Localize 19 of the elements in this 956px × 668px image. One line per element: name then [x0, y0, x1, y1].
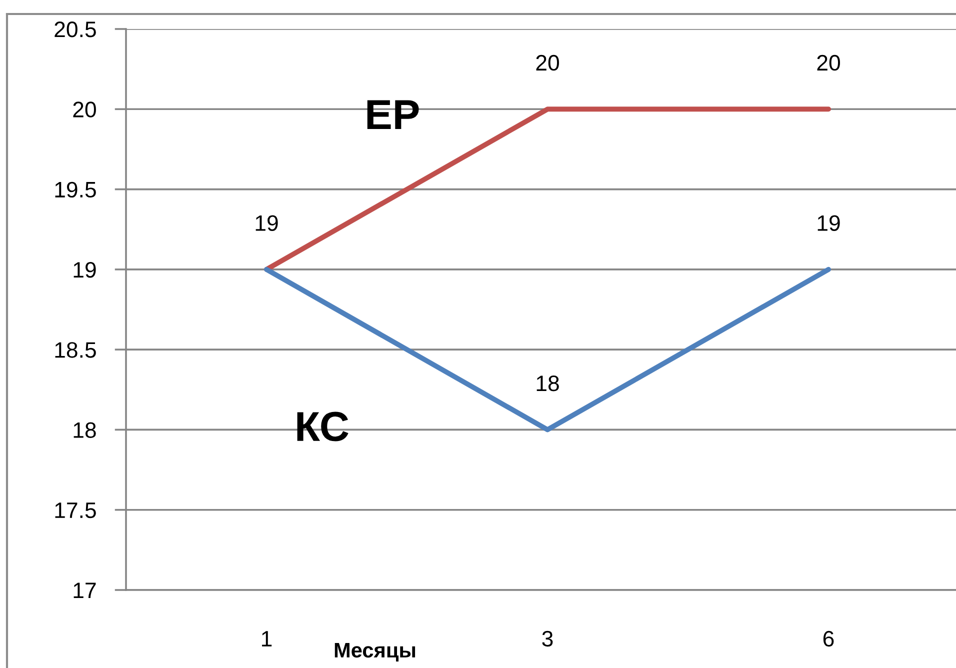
x-tick-label: 3: [542, 630, 553, 647]
data-label: 20: [536, 54, 559, 71]
y-tick-label: 20.5: [54, 22, 96, 38]
data-label: 18: [536, 376, 559, 392]
y-tick-label: 17: [74, 582, 96, 598]
y-tick-label: 18: [74, 422, 96, 438]
data-label: 19: [256, 215, 278, 231]
x-tick-label: 1: [262, 631, 272, 646]
y-tick-label: 18.5: [55, 342, 96, 358]
series-label: ЕР: [367, 100, 419, 129]
series-label: КС: [297, 412, 348, 442]
data-label: 20: [817, 54, 840, 71]
x-tick-label: 6: [823, 630, 834, 647]
data-label: 19: [818, 215, 840, 231]
y-tick-label: 20: [73, 102, 96, 118]
y-tick-label: 19.5: [55, 182, 96, 198]
x-axis-title: Месяцы: [334, 643, 416, 662]
y-tick-label: 19: [74, 262, 96, 278]
y-tick-label: 17.5: [55, 502, 96, 518]
